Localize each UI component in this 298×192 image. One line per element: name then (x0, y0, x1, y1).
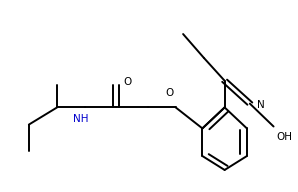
Text: N: N (257, 100, 265, 110)
Text: OH: OH (277, 132, 293, 142)
Text: O: O (166, 88, 174, 98)
Text: NH: NH (73, 114, 89, 124)
Text: O: O (124, 77, 132, 87)
